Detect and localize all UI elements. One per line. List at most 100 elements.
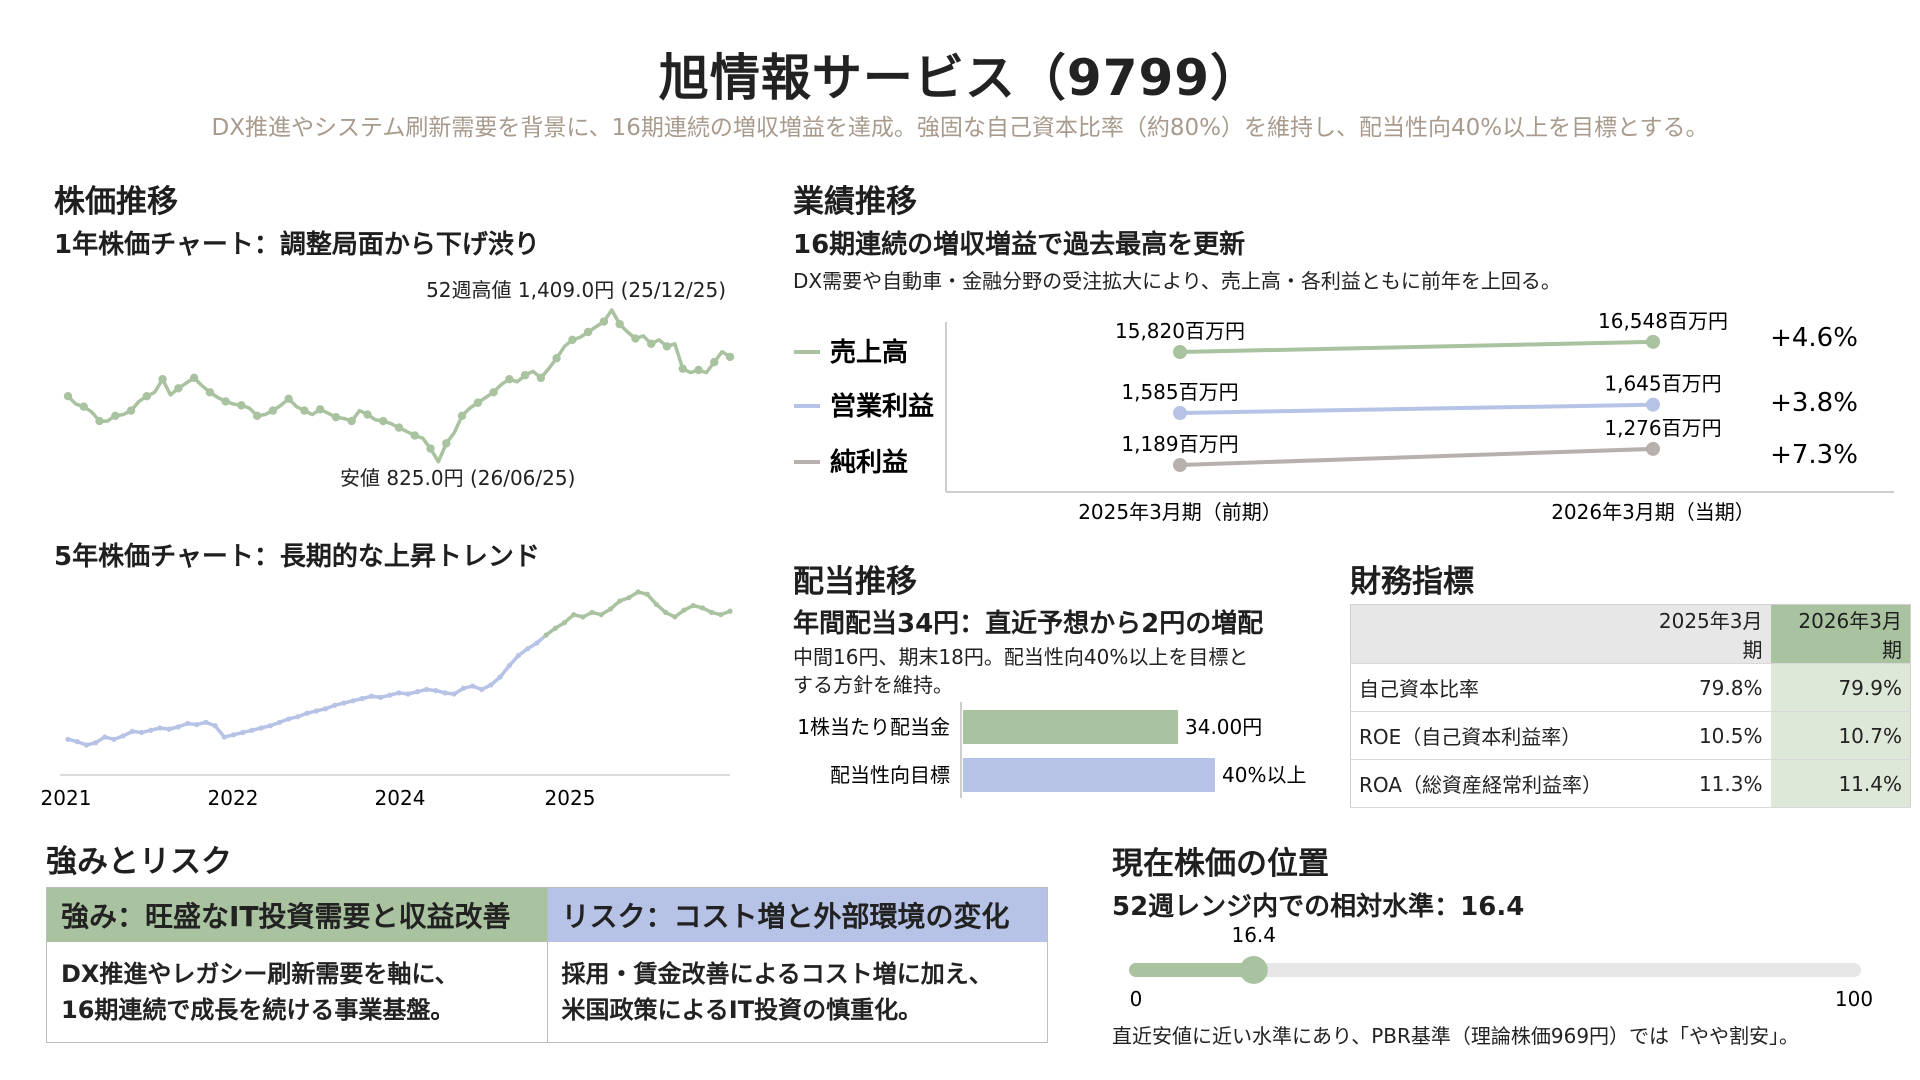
data-point [672,614,678,620]
risk-column: リスク：コスト増と外部環境の変化 採用・賃金改善によるコスト増に加え、 米国政策… [546,888,1047,1042]
data-point [65,736,71,742]
data-point [258,725,264,731]
data-point [505,374,514,384]
low-label: 安値 825.0円 (26/06/25) [340,466,575,490]
table-header-cell: 2025年3月期 [1640,604,1771,664]
data-point [515,652,522,659]
data-point [148,727,154,733]
tick-2025: 2025 [545,786,596,810]
data-point [286,716,292,722]
perf-value-label: 1,585百万円 [1121,380,1238,404]
perf-cat-prev: 2025年3月期（前期） [1078,500,1282,524]
perf-point [1646,397,1660,412]
position-gauge: 16.4 0 100 [1129,923,1873,1011]
data-point [331,412,341,422]
data-point [230,732,237,738]
data-point [378,694,384,700]
data-point [489,388,498,397]
performance-note: DX需要や自動車・金融分野の受注拡大により、売上高・各利益ともに前年を上回る。 [793,269,1561,293]
tick-2024: 2024 [375,786,426,810]
data-point [598,612,604,618]
perf-value-label: 15,820百万円 [1115,319,1245,343]
data-point [690,603,696,609]
series-line-early [67,633,548,747]
data-point [212,723,218,729]
data-point [252,411,262,421]
stock-heading: 株価推移 [54,184,178,220]
data-point [497,674,503,680]
dividend-headline: 年間配当34円：直近予想から2円の増配 [793,609,1264,639]
data-point [221,734,227,740]
div-bar [963,710,1178,744]
div-value-label: 40%以上 [1222,763,1306,787]
perf-value-label: 1,276百万円 [1604,416,1721,440]
data-point [240,729,246,736]
performance-chart: 売上高 営業利益 純利益 15,820百万円 16,548百万円 +4.6% 1,58… [794,309,1894,524]
data-point [694,365,703,375]
data-point [710,357,719,367]
data-point [506,663,512,669]
data-point [166,726,172,732]
data-point [394,423,404,432]
data-point [571,612,577,618]
data-point [332,702,338,708]
data-point [568,335,577,345]
table-header-cell: 2026年3月期 [1770,604,1911,664]
data-point [561,620,568,626]
gauge-value-label: 16.4 [1231,923,1276,947]
perf-line [1179,402,1654,415]
table-row: 自己資本比率 79.8% 79.9% [1350,663,1911,712]
data-point [205,388,215,397]
div-bar [963,758,1215,792]
perf-cat-curr: 2026年3月期（当期） [1551,500,1755,524]
data-point [678,364,687,373]
strength-line: DX推進やレガシー刷新需要を軸に、 [61,960,459,988]
data-point [653,601,660,608]
data-point [120,733,126,739]
data-point [111,736,117,742]
data-point [295,714,301,720]
data-point [276,719,283,725]
data-point [83,742,89,748]
tick-2022: 2022 [208,786,259,810]
data-point [536,373,546,383]
performance-headline: 16期連続の増収増益で過去最高を更新 [793,230,1246,260]
table-header-row: 2025年3月期 2026年3月期 [1350,604,1911,664]
data-point [126,406,136,415]
table-cell: 11.3% [1640,759,1771,808]
data-point [158,374,167,384]
data-point [543,632,549,638]
table-cell: 79.8% [1640,663,1771,712]
legend-operating: 営業利益 [830,392,934,422]
data-point [249,727,255,733]
stock-5y-chart: 2021 2022 2024 2025 [41,589,733,810]
data-point [599,317,609,326]
strength-body: DX推進やレガシー刷新需要を軸に、 16期連続で成長を続ける事業基盤。 [47,942,547,1042]
series-line [66,308,731,464]
table-cell: 79.9% [1770,663,1911,712]
data-point [520,371,530,380]
data-point [267,723,273,729]
data-point [347,416,356,426]
data-point [617,598,623,604]
data-point [350,698,356,704]
data-point [473,398,483,407]
data-point [662,342,672,351]
perf-value-label: 1,645百万円 [1604,372,1721,396]
legend-net: 純利益 [830,447,908,478]
dividend-note-1: 中間16円、期末18円。配当性向40%以上を目標と [793,645,1249,669]
data-point [368,693,375,699]
data-point [727,608,733,614]
data-point [479,686,485,693]
data-point [451,691,457,697]
table-header-cell [1350,604,1641,664]
dividend-heading: 配当推移 [793,564,917,600]
perf-point [1173,458,1187,472]
data-point [607,606,614,612]
data-point [580,614,586,620]
data-point [313,708,319,714]
data-point [304,710,310,716]
strength-line: 16期連続で成長を続ける事業基盤。 [61,996,455,1024]
page-subtitle: DX推進やシステム刷新需要を背景に、16期連続の増収増益を達成。強固な自己資本比… [211,115,1709,141]
perf-point [1646,441,1660,456]
